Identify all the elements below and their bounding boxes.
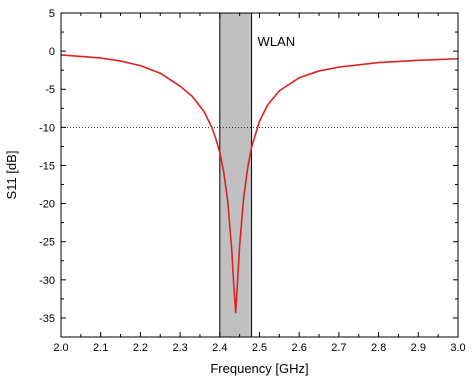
y-tick-label: -15: [39, 160, 55, 172]
wlan-band-label: WLAN: [258, 34, 296, 49]
y-tick-label: -10: [39, 122, 55, 134]
y-tick-label: 5: [49, 8, 55, 20]
y-axis-title: S11 [dB]: [4, 151, 19, 200]
s11-series-line-0: [60, 54, 459, 314]
x-tick-label: 2.7: [331, 342, 346, 354]
ticks-layer: 2.0 2.1 2.2 2.3 2.4 2.5 2.6 2.7 2.8 2.9 3.0 5 0 -5 -10…: [39, 8, 466, 354]
y-tick-label: -30: [39, 275, 55, 287]
x-tick-label: 2.4: [212, 342, 227, 354]
x-tick-label: 3.0: [450, 342, 465, 354]
x-tick-label: 2.9: [411, 342, 426, 354]
y-tick-label: -35: [39, 313, 55, 325]
x-tick-label: 2.8: [371, 342, 386, 354]
y-tick-label: -25: [39, 237, 55, 249]
y-tick-label: -20: [39, 199, 55, 211]
x-tick-label: 2.2: [133, 342, 148, 354]
x-tick-label: 2.6: [292, 342, 307, 354]
y-tick-label: -5: [45, 84, 55, 96]
x-tick-label: 2.5: [252, 342, 267, 354]
x-axis-title: Frequency [GHz]: [210, 361, 308, 376]
y-tick-label: 0: [49, 46, 55, 58]
x-tick-label: 2.3: [172, 342, 187, 354]
series-layer: [60, 54, 459, 314]
x-tick-label: 2.1: [93, 342, 108, 354]
x-tick-label: 2.0: [53, 342, 68, 354]
